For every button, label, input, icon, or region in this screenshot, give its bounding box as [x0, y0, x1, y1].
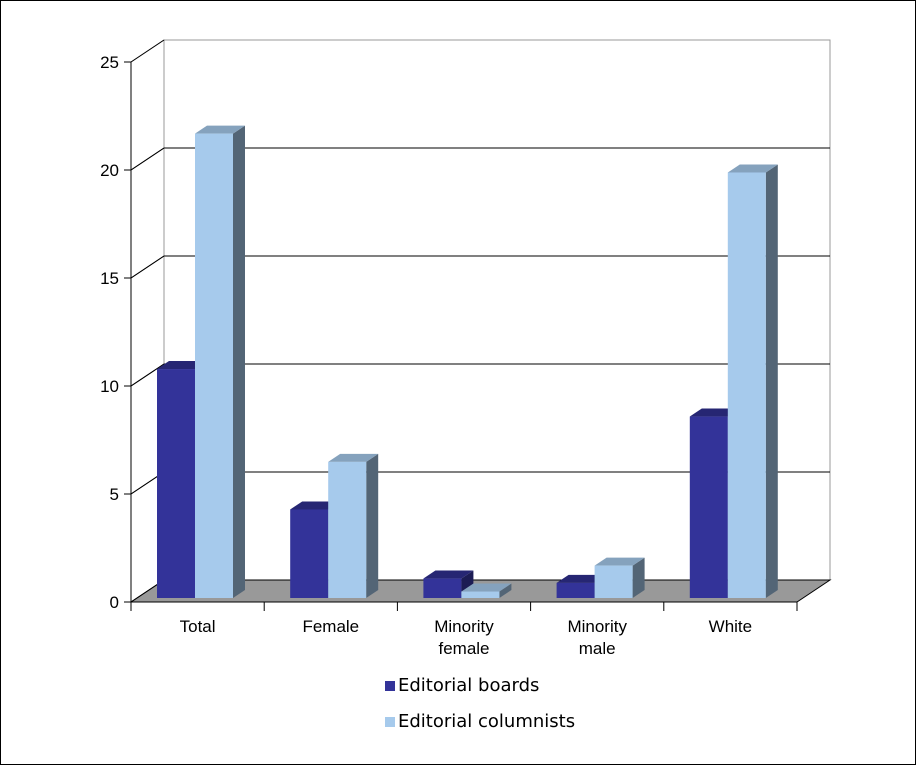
- x-category-label: Minority female: [434, 617, 494, 658]
- bar-top: [461, 583, 512, 592]
- bar-top: [423, 570, 474, 579]
- y-tick-depth: [130, 147, 165, 171]
- bar-top: [290, 501, 341, 510]
- bar-front: [556, 582, 595, 598]
- bar-side: [366, 453, 379, 598]
- x-category-label-line: Minority: [434, 617, 494, 636]
- x-category-label: White: [709, 617, 752, 636]
- bar-top: [157, 361, 207, 370]
- bar-top: [556, 574, 607, 583]
- bar-side: [632, 557, 645, 598]
- bar-top: [689, 408, 740, 417]
- y-axis: 0 5 10 15 20 25: [100, 39, 165, 612]
- bar-front: [290, 509, 329, 598]
- y-tick-label: 10: [100, 377, 119, 396]
- bar-front: [689, 416, 728, 598]
- y-tick-depth: [130, 39, 165, 63]
- bar-front: [157, 369, 195, 598]
- bar-editorial-columnists: [727, 164, 778, 599]
- legend: Editorial boards Editorial columnists: [385, 675, 575, 732]
- x-category-label-line: Total: [180, 617, 216, 636]
- x-category-label-line: Minority: [567, 617, 627, 636]
- x-category-label: Minority male: [567, 617, 627, 658]
- bar-editorial-columnists: [594, 557, 645, 598]
- y-tick-label: 15: [100, 269, 119, 288]
- y-tick-label: 5: [110, 485, 119, 504]
- y-tick-depth: [130, 255, 165, 279]
- legend-swatch: [385, 681, 395, 691]
- bar-front: [195, 133, 233, 598]
- y-tick-label: 20: [100, 161, 119, 180]
- bar-side: [499, 583, 512, 598]
- bars: [157, 125, 778, 599]
- bar-top: [195, 125, 245, 134]
- legend-label: Editorial boards: [398, 675, 539, 696]
- bar-top: [328, 453, 379, 462]
- x-axis: Total Female Minority female Minority male Whi…: [130, 601, 798, 658]
- bar-top: [594, 557, 645, 566]
- y-tick-label: 25: [100, 53, 119, 72]
- legend-swatch: [385, 717, 395, 727]
- bar-side: [765, 164, 778, 599]
- bar-front: [727, 172, 766, 599]
- bar-side: [233, 125, 245, 598]
- x-category-label-line: Female: [302, 617, 359, 636]
- bar-editorial-columnists: [195, 125, 245, 598]
- x-category-label-line: White: [709, 617, 752, 636]
- bar-front: [328, 461, 367, 598]
- x-category-label-line: male: [579, 639, 616, 658]
- bar-front: [461, 591, 500, 598]
- legend-label: Editorial columnists: [398, 711, 575, 732]
- bar-front: [423, 578, 462, 598]
- bar-front: [594, 565, 633, 598]
- bar-top: [727, 164, 778, 173]
- bar-editorial-columnists: [328, 453, 379, 598]
- x-category-label: Female: [302, 617, 359, 636]
- bar-editorial-columnists: [461, 583, 512, 598]
- y-tick-label: 0: [110, 593, 119, 612]
- x-category-label-line: female: [438, 639, 489, 658]
- y-tick-depth: [130, 363, 165, 387]
- x-category-label: Total: [180, 617, 216, 636]
